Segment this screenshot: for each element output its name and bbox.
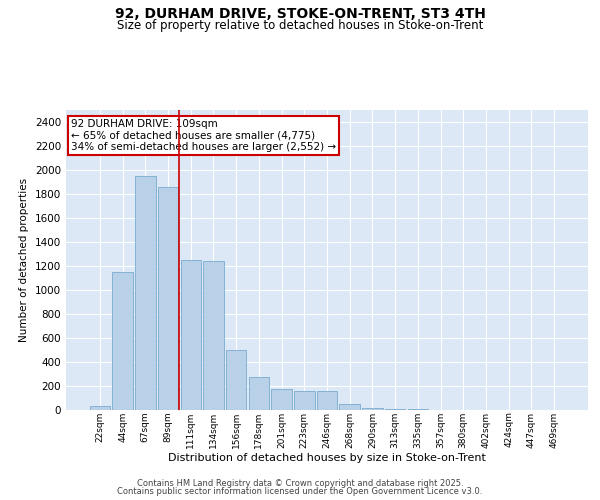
Bar bbox=[181, 260, 201, 410]
Text: Contains HM Land Registry data © Crown copyright and database right 2025.: Contains HM Land Registry data © Crown c… bbox=[137, 478, 463, 488]
Bar bbox=[362, 408, 383, 410]
Bar bbox=[226, 350, 247, 410]
X-axis label: Distribution of detached houses by size in Stoke-on-Trent: Distribution of detached houses by size … bbox=[168, 454, 486, 464]
Text: 92, DURHAM DRIVE, STOKE-ON-TRENT, ST3 4TH: 92, DURHAM DRIVE, STOKE-ON-TRENT, ST3 4T… bbox=[115, 8, 485, 22]
Bar bbox=[248, 377, 269, 410]
Text: Contains public sector information licensed under the Open Government Licence v3: Contains public sector information licen… bbox=[118, 487, 482, 496]
Text: 92 DURHAM DRIVE: 109sqm
← 65% of detached houses are smaller (4,775)
34% of semi: 92 DURHAM DRIVE: 109sqm ← 65% of detache… bbox=[71, 119, 337, 152]
Text: Size of property relative to detached houses in Stoke-on-Trent: Size of property relative to detached ho… bbox=[117, 18, 483, 32]
Bar bbox=[135, 176, 155, 410]
Y-axis label: Number of detached properties: Number of detached properties bbox=[19, 178, 29, 342]
Bar bbox=[340, 404, 360, 410]
Bar bbox=[385, 409, 406, 410]
Bar bbox=[90, 406, 110, 410]
Bar bbox=[158, 187, 178, 410]
Bar bbox=[317, 392, 337, 410]
Bar bbox=[203, 261, 224, 410]
Bar bbox=[112, 272, 133, 410]
Bar bbox=[271, 389, 292, 410]
Bar bbox=[294, 392, 314, 410]
